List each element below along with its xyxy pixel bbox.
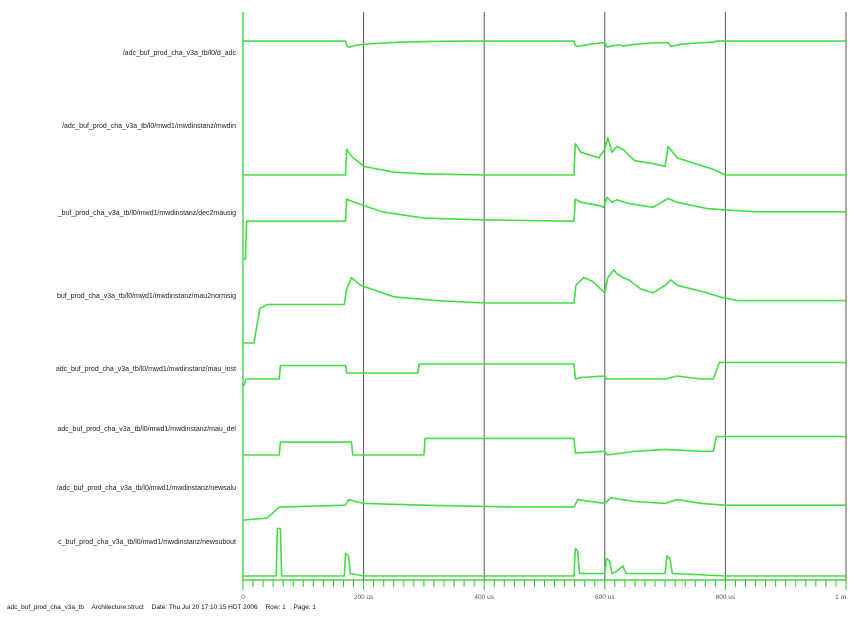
signal-name-label: /adc_buf_prod_cha_v3a_tb/l0/mwd1/mwdinst…	[57, 485, 236, 492]
trace-area	[243, 40, 846, 577]
signal-name-label: /adc_buf_prod_cha_v3a_tb/l0/mwd1/mwdinst…	[62, 123, 236, 130]
signal-name-label: c_buf_prod_cha_v3a_tb/l0/mwd1/mwdinstanz…	[58, 539, 236, 546]
signal-name-label: buf_prod_cha_v3a_tb/l0/mwd1/mwdinstanz/m…	[57, 293, 236, 300]
status-row: Row: 1	[265, 604, 286, 611]
x-tick-label: 800 us	[716, 594, 736, 601]
status-date: Date: Thu Jul 20 17:10:15 HDT 2006	[151, 604, 258, 611]
time-axis: 0 200 us 400 us 600 us 800 us 1 m	[241, 579, 847, 601]
waveform-trace	[243, 196, 846, 260]
signal-name-label: /adc_buf_prod_cha_v3a_tb/l0/d_adc	[123, 50, 237, 57]
waveform-trace	[243, 435, 846, 456]
waveform-trace	[243, 527, 846, 577]
x-tick-label: 600 us	[595, 594, 615, 601]
x-tick-label: 200 us	[354, 594, 374, 601]
status-page: Page: 1	[293, 604, 316, 611]
status-architecture: Architecture:struct	[91, 604, 144, 611]
signal-name-label: adc_buf_prod_cha_v3a_tb/l0/mwd1/mwdinsta…	[57, 426, 236, 433]
signal-name-column: /adc_buf_prod_cha_v3a_tb/l0/d_adc/adc_bu…	[56, 50, 237, 546]
signal-name-label: adc_buf_prod_cha_v3a_tb/l0/mwd1/mwdinsta…	[56, 366, 236, 373]
status-design-name: adc_buf_prod_cha_v3a_tb	[7, 604, 84, 611]
x-tick-label: 1 m	[835, 594, 846, 601]
x-tick-label: 400 us	[474, 594, 494, 601]
waveform-trace	[243, 137, 846, 176]
x-tick-label: 0	[241, 594, 245, 601]
waveform-trace	[243, 361, 846, 386]
grid-layer	[242, 12, 847, 580]
waveform-trace	[243, 269, 846, 344]
status-bar: adc_buf_prod_cha_v3a_tb Architecture:str…	[7, 604, 322, 611]
waveform-trace	[243, 40, 846, 48]
signal-name-label: _buf_prod_cha_v3a_tb/l0/mwd1/mwdinstanz/…	[57, 210, 236, 217]
waveform-trace	[243, 497, 846, 521]
